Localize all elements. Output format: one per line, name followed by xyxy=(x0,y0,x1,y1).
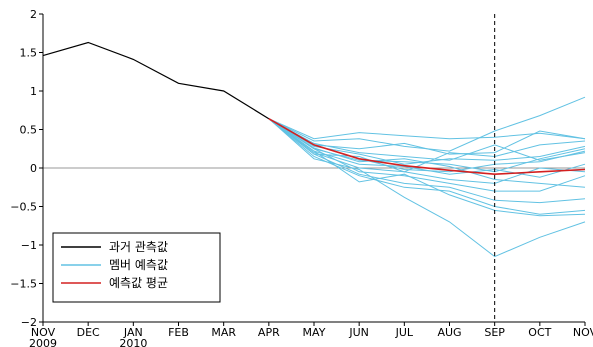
forecast-mean-line xyxy=(268,118,586,176)
y-tick-label: 0 xyxy=(30,162,37,175)
legend-box xyxy=(52,232,221,303)
y-tick-label: −2 xyxy=(21,316,37,329)
member-forecast-line-11 xyxy=(268,118,586,204)
x-tick-label: MAY xyxy=(303,326,326,339)
x-tick-label: JUN xyxy=(348,326,369,339)
member-forecast-line-13 xyxy=(268,118,586,217)
member-forecast-line-2 xyxy=(268,96,586,152)
legend-label: 멤버 예측값 xyxy=(109,258,168,272)
x-tick-label: FEB xyxy=(168,326,189,339)
y-tick-label: 1 xyxy=(30,85,37,98)
y-tick-label: 1.5 xyxy=(20,47,38,60)
x-tick-label: AUG xyxy=(437,326,461,339)
x-tick-label: APR xyxy=(258,326,280,339)
member-forecast-line-10 xyxy=(268,118,586,192)
member-forecast-line-14 xyxy=(268,118,586,258)
y-tick-label: 0.5 xyxy=(20,124,38,137)
x-tick-label: MAR xyxy=(211,326,236,339)
member-forecast-line-8 xyxy=(268,118,586,178)
x-tick-label: NOV xyxy=(573,326,593,339)
observed-line xyxy=(42,41,270,120)
legend-label: 과거 관측값 xyxy=(109,240,168,254)
x-tick-label: NOV xyxy=(31,326,56,339)
x-tick-label: DEC xyxy=(77,326,100,339)
x-tick-label: JAN xyxy=(123,326,143,339)
y-tick-label: −1 xyxy=(21,239,37,252)
x-tick-label: OCT xyxy=(528,326,551,339)
y-tick-label: −1.5 xyxy=(10,278,37,291)
y-tick-label: −0.5 xyxy=(10,201,37,214)
x-tick-label: SEP xyxy=(484,326,505,339)
member-forecast-line-1 xyxy=(268,118,586,140)
member-forecast-line-3 xyxy=(268,118,586,155)
y-tick-label: 2 xyxy=(30,8,37,21)
member-forecast-line-12 xyxy=(268,118,586,215)
member-forecast-line-16 xyxy=(268,118,586,173)
legend-label: 예측값 평균 xyxy=(109,276,168,290)
x-year-label: 2010 xyxy=(119,337,147,347)
member-forecast-line-4 xyxy=(268,118,586,161)
member-forecast-line-9 xyxy=(268,118,586,184)
x-year-label: 2009 xyxy=(29,337,57,347)
x-tick-label: JUL xyxy=(395,326,414,339)
